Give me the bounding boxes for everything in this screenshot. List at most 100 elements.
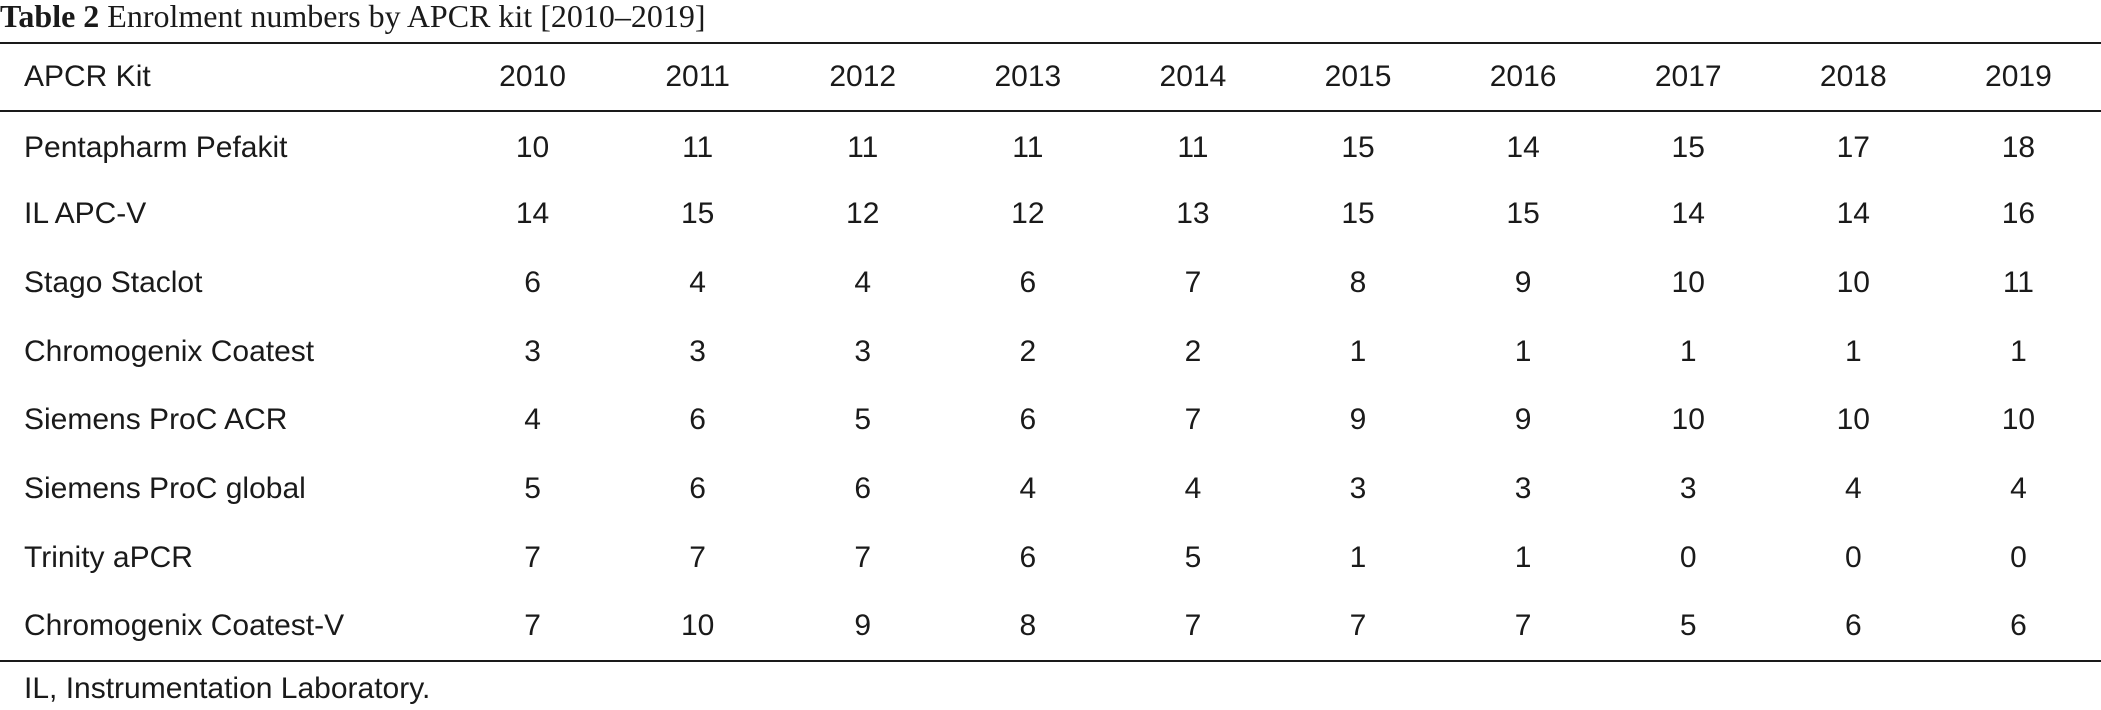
enrolment-value-cell: 10 xyxy=(1671,403,1705,437)
enrolment-value-cell: 1 xyxy=(1349,540,1367,574)
enrolment-value-cell: 6 xyxy=(524,265,541,299)
column-header-year: 2012 xyxy=(780,42,946,112)
table-row: Siemens ProC global 5 6 6 4 4 3 3 3 4 4 xyxy=(0,455,2101,524)
column-header-year: 2011 xyxy=(615,42,781,112)
enrolment-value-cell: 10 xyxy=(2001,403,2036,437)
table-row: Chromogenix Coatest-V 7 10 9 8 7 7 7 5 6 6 xyxy=(0,592,2101,662)
enrolment-table-container: APCR Kit 2010 2011 2012 2013 2014 2015 2016 201… xyxy=(0,42,2101,662)
enrolment-value-cell: 17 xyxy=(1836,130,1870,164)
enrolment-value-cell: 4 xyxy=(1844,472,1862,506)
enrolment-value-cell: 9 xyxy=(1514,265,1532,299)
enrolment-value-cell: 7 xyxy=(1184,265,1202,299)
enrolment-value-cell: 10 xyxy=(515,130,550,164)
enrolment-value-cell: 4 xyxy=(524,403,541,437)
enrolment-value-cell: 14 xyxy=(515,197,550,231)
enrolment-value-cell: 3 xyxy=(524,334,541,368)
enrolment-value-cell: 4 xyxy=(2010,472,2027,506)
column-header-year: 2018 xyxy=(1770,42,1936,112)
kit-name-cell: Siemens ProC ACR xyxy=(24,403,288,437)
enrolment-value-cell: 11 xyxy=(847,130,879,164)
kit-name-cell: Siemens ProC global xyxy=(24,472,306,506)
enrolment-value-cell: 7 xyxy=(1275,592,1441,662)
enrolment-value-cell: 7 xyxy=(689,540,706,574)
enrolment-value-cell: 3 xyxy=(1514,472,1532,506)
enrolment-value-cell: 0 xyxy=(1844,540,1862,574)
column-header-year: 2016 xyxy=(1440,42,1606,112)
enrolment-value-cell: 3 xyxy=(689,334,706,368)
enrolment-value-cell: 11 xyxy=(2002,265,2034,299)
column-header-year: 2015 xyxy=(1275,42,1441,112)
enrolment-value-cell: 7 xyxy=(524,540,541,574)
table-caption-label: Table 2 xyxy=(0,0,100,34)
column-header-year: 2014 xyxy=(1110,42,1276,112)
enrolment-value-cell: 6 xyxy=(1019,540,1037,574)
enrolment-value-cell: 7 xyxy=(1440,592,1606,662)
enrolment-value-cell: 11 xyxy=(1177,130,1209,164)
enrolment-value-cell: 11 xyxy=(682,130,714,164)
enrolment-value-cell: 10 xyxy=(1836,403,1870,437)
table-row: Trinity aPCR 7 7 7 6 5 1 1 0 0 0 xyxy=(0,524,2101,593)
kit-name-cell: IL APC-V xyxy=(24,197,147,231)
enrolment-value-cell: 5 xyxy=(854,403,872,437)
enrolment-value-cell: 6 xyxy=(689,403,706,437)
enrolment-value-cell: 6 xyxy=(854,472,872,506)
enrolment-value-cell: 11 xyxy=(1012,130,1044,164)
enrolment-value-cell: 8 xyxy=(1349,265,1367,299)
enrolment-value-cell: 6 xyxy=(689,472,706,506)
enrolment-value-cell: 18 xyxy=(2001,130,2036,164)
column-header-apcr-kit: APCR Kit xyxy=(0,42,450,112)
enrolment-value-cell: 10 xyxy=(1671,265,1705,299)
column-header-year: 2017 xyxy=(1605,42,1771,112)
table-row: Chromogenix Coatest 3 3 3 2 2 1 1 1 1 1 xyxy=(0,317,2101,386)
enrolment-value-cell: 1 xyxy=(1514,540,1532,574)
enrolment-value-cell: 13 xyxy=(1176,197,1210,231)
kit-name-cell: Chromogenix Coatest xyxy=(24,334,315,368)
enrolment-value-cell: 4 xyxy=(689,265,706,299)
table-caption: Table 2 Enrolment numbers by APCR kit [2… xyxy=(0,0,706,34)
enrolment-value-cell: 6 xyxy=(1770,592,1936,662)
enrolment-value-cell: 2 xyxy=(1184,334,1202,368)
enrolment-value-cell: 14 xyxy=(1506,130,1540,164)
enrolment-value-cell: 16 xyxy=(2001,197,2036,231)
enrolment-value-cell: 7 xyxy=(854,540,872,574)
enrolment-value-cell: 1 xyxy=(1679,334,1697,368)
table-row: Stago Staclot 6 4 4 6 7 8 9 10 10 11 xyxy=(0,249,2101,318)
enrolment-value-cell: 12 xyxy=(1011,197,1045,231)
kit-name-cell: Stago Staclot xyxy=(24,265,203,299)
enrolment-value-cell: 12 xyxy=(846,197,880,231)
table-caption-text: Enrolment numbers by APCR kit [2010–2019… xyxy=(107,0,706,34)
enrolment-value-cell: 14 xyxy=(1671,197,1705,231)
enrolment-value-cell: 6 xyxy=(1019,403,1037,437)
enrolment-value-cell: 9 xyxy=(1514,403,1532,437)
table-row: IL APC-V 14 15 12 12 13 15 15 14 14 16 xyxy=(0,180,2101,249)
enrolment-value-cell: 15 xyxy=(1671,130,1705,164)
kit-name-cell: Chromogenix Coatest-V xyxy=(0,592,450,662)
table-body: Pentapharm Pefakit 10 11 11 11 11 15 14 15 17 18 IL… xyxy=(0,111,2101,662)
column-header-year: 2019 xyxy=(1935,42,2101,112)
kit-name-cell: Pentapharm Pefakit xyxy=(24,130,288,164)
enrolment-value-cell: 9 xyxy=(780,592,946,662)
enrolment-value-cell: 14 xyxy=(1836,197,1870,231)
enrolment-value-cell: 3 xyxy=(854,334,872,368)
table-header-row: APCR Kit 2010 2011 2012 2013 2014 2015 2016 201… xyxy=(0,42,2101,112)
table-row: Pentapharm Pefakit 10 11 11 11 11 15 14 15 17 18 xyxy=(0,111,2101,180)
enrolment-value-cell: 1 xyxy=(2010,334,2027,368)
enrolment-value-cell: 15 xyxy=(680,197,715,231)
enrolment-value-cell: 2 xyxy=(1019,334,1037,368)
table-row: Siemens ProC ACR 4 6 5 6 7 9 9 10 10 10 xyxy=(0,386,2101,455)
kit-name-cell: Trinity aPCR xyxy=(24,540,193,574)
enrolment-value-cell: 8 xyxy=(945,592,1111,662)
enrolment-value-cell: 9 xyxy=(1349,403,1367,437)
enrolment-value-cell: 0 xyxy=(2010,540,2027,574)
enrolment-value-cell: 0 xyxy=(1679,540,1697,574)
enrolment-value-cell: 7 xyxy=(1110,592,1276,662)
enrolment-value-cell: 5 xyxy=(1184,540,1202,574)
enrolment-table: APCR Kit 2010 2011 2012 2013 2014 2015 2016 201… xyxy=(0,42,2101,662)
column-header-year: 2013 xyxy=(945,42,1111,112)
column-header-year: 2010 xyxy=(450,42,616,112)
enrolment-value-cell: 5 xyxy=(524,472,541,506)
enrolment-value-cell: 6 xyxy=(1935,592,2101,662)
enrolment-value-cell: 3 xyxy=(1349,472,1367,506)
enrolment-value-cell: 6 xyxy=(1019,265,1037,299)
enrolment-value-cell: 1 xyxy=(1514,334,1532,368)
